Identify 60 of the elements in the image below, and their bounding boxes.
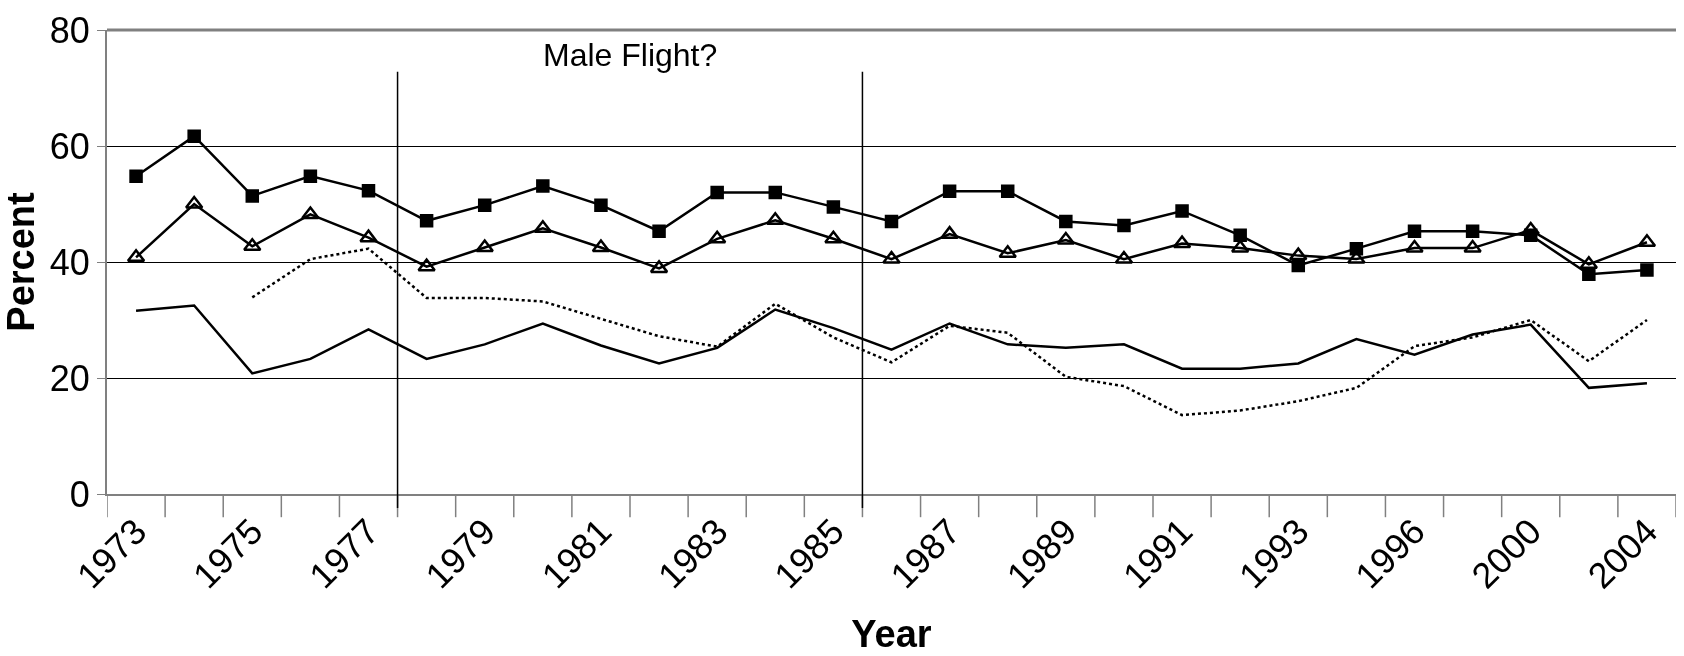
point — [245, 189, 260, 203]
point — [419, 214, 434, 228]
point — [1465, 224, 1480, 239]
point — [1291, 258, 1306, 273]
point — [882, 250, 901, 264]
point — [1582, 267, 1596, 281]
point — [1230, 239, 1250, 253]
point — [187, 129, 201, 143]
point — [942, 184, 957, 198]
y-tick-label: 20 — [49, 357, 90, 399]
point — [1288, 247, 1308, 261]
point — [1349, 241, 1364, 256]
point — [184, 195, 204, 209]
point — [1523, 228, 1538, 243]
point — [129, 169, 143, 183]
point — [361, 183, 376, 198]
point — [1637, 234, 1657, 248]
point — [1233, 228, 1247, 243]
point — [998, 245, 1018, 259]
point — [417, 258, 436, 272]
point — [768, 185, 783, 200]
point — [1059, 214, 1073, 229]
point — [1000, 184, 1015, 198]
point — [303, 169, 318, 183]
annotation: Male Flight? — [543, 37, 718, 73]
y-tick-label: 80 — [49, 9, 90, 51]
point — [126, 249, 146, 263]
point — [242, 238, 262, 252]
point — [536, 179, 550, 193]
x-axis-title: Year — [851, 612, 932, 655]
y-tick-label: 60 — [49, 125, 90, 167]
point — [884, 214, 899, 229]
point — [707, 230, 727, 244]
point — [591, 239, 611, 253]
point — [477, 198, 492, 212]
point — [1175, 204, 1189, 218]
point — [475, 239, 495, 253]
point — [533, 220, 553, 234]
point — [1056, 231, 1076, 245]
point — [1117, 218, 1131, 233]
y-axis-title: Percent — [0, 191, 42, 332]
point — [710, 185, 724, 200]
y-tick-label: 0 — [69, 473, 90, 515]
y-tick-label: 40 — [49, 241, 90, 283]
point — [1407, 224, 1422, 239]
point — [649, 260, 669, 274]
point — [1579, 256, 1599, 270]
point — [1172, 235, 1192, 249]
point — [1405, 239, 1424, 253]
point — [1640, 263, 1654, 277]
point — [826, 200, 841, 214]
point — [359, 229, 378, 243]
point — [1463, 239, 1482, 253]
point — [594, 198, 608, 212]
point — [824, 230, 843, 244]
point — [940, 225, 959, 239]
point — [1114, 250, 1134, 264]
point — [652, 224, 666, 239]
point — [765, 211, 785, 225]
point — [301, 206, 320, 220]
